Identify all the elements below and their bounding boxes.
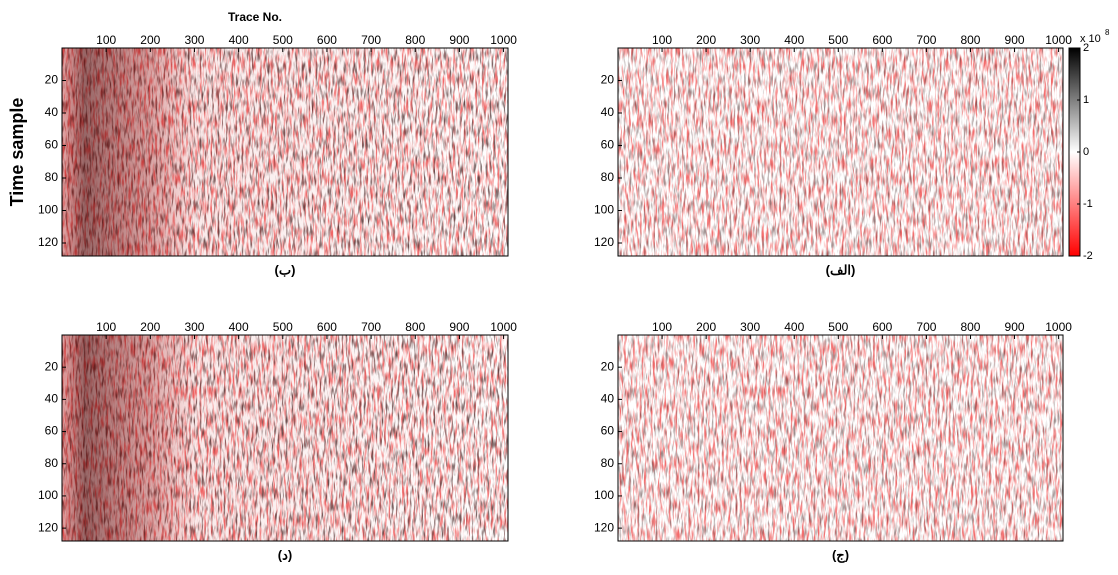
x-tick-label: 800 <box>960 320 980 334</box>
x-tick-label: 800 <box>405 33 425 47</box>
x-tick-label: 700 <box>916 33 936 47</box>
x-tick-label: 100 <box>652 320 672 334</box>
x-tick-label: 200 <box>696 320 716 334</box>
axes-frame <box>617 334 1064 542</box>
y-tick-label: 100 <box>38 203 58 217</box>
colorbar-tick-label: -1 <box>1083 198 1093 210</box>
x-tick-label: 200 <box>140 320 160 334</box>
x-tick-label: 800 <box>405 320 425 334</box>
colorbar-exponent: 8 <box>1105 28 1110 37</box>
panel-caption: (الف) <box>826 262 856 277</box>
y-tick-label: 40 <box>601 105 615 119</box>
y-tick-label: 40 <box>45 105 59 119</box>
axes-frame <box>61 334 509 542</box>
y-tick-label: 60 <box>601 424 615 438</box>
x-tick-label: 1000 <box>1045 33 1072 47</box>
seismic-black <box>618 48 1063 256</box>
x-tick-label: 100 <box>96 320 116 334</box>
x-tick-label: 200 <box>140 33 160 47</box>
y-axis-title: Time sample <box>7 98 27 207</box>
x-tick-label: 200 <box>696 33 716 47</box>
x-tick-label: 500 <box>828 33 848 47</box>
y-tick-label: 80 <box>601 170 615 184</box>
y-tick-label: 60 <box>601 138 615 152</box>
y-tick-label: 20 <box>45 359 59 373</box>
colorbar-tick-label: -2 <box>1083 250 1093 262</box>
x-tick-label: 700 <box>361 320 381 334</box>
x-tick-label: 600 <box>317 33 337 47</box>
x-tick-label: 100 <box>96 33 116 47</box>
x-tick-label: 500 <box>273 320 293 334</box>
x-tick-label: 400 <box>784 320 804 334</box>
x-tick-label: 800 <box>960 33 980 47</box>
y-tick-label: 20 <box>601 359 615 373</box>
y-tick-label: 40 <box>601 392 615 406</box>
x-tick-label: 900 <box>1005 33 1025 47</box>
x-tick-label: 300 <box>184 33 204 47</box>
y-tick-label: 80 <box>45 456 59 470</box>
x-tick-label: 1000 <box>490 320 517 334</box>
panel-caption: (ب) <box>275 262 296 277</box>
y-tick-label: 80 <box>601 456 615 470</box>
y-tick-label: 120 <box>38 235 58 249</box>
x-tick-label: 500 <box>273 33 293 47</box>
y-tick-label: 100 <box>594 203 614 217</box>
x-tick-label: 300 <box>740 320 760 334</box>
x-tick-label: 300 <box>184 320 204 334</box>
x-tick-label: 400 <box>784 33 804 47</box>
x-axis-title: Trace No. <box>228 10 282 24</box>
energy-band <box>62 48 508 256</box>
axes-frame <box>61 47 509 257</box>
y-tick-label: 60 <box>45 424 59 438</box>
x-tick-label: 900 <box>449 33 469 47</box>
x-tick-label: 600 <box>872 320 892 334</box>
x-tick-label: 400 <box>229 33 249 47</box>
y-tick-label: 100 <box>594 488 614 502</box>
y-tick-label: 20 <box>601 73 615 87</box>
y-tick-label: 20 <box>45 73 59 87</box>
y-tick-label: 40 <box>45 392 59 406</box>
y-tick-label: 120 <box>38 520 58 534</box>
y-tick-label: 120 <box>594 235 614 249</box>
panel-caption: (د) <box>278 547 292 562</box>
x-tick-label: 900 <box>449 320 469 334</box>
colorbar-scale: x 10 <box>1080 33 1101 45</box>
colorbar-tick-label: 0 <box>1083 146 1089 158</box>
y-tick-label: 100 <box>38 488 58 502</box>
x-tick-label: 100 <box>652 33 672 47</box>
colorbar-tick-label: 2 <box>1083 42 1089 54</box>
x-tick-label: 400 <box>229 320 249 334</box>
x-tick-label: 500 <box>828 320 848 334</box>
colorbar-tick-label: 1 <box>1083 94 1089 106</box>
x-tick-label: 1000 <box>1045 320 1072 334</box>
x-tick-label: 700 <box>361 33 381 47</box>
x-tick-label: 900 <box>1005 320 1025 334</box>
x-tick-label: 1000 <box>490 33 517 47</box>
x-tick-label: 700 <box>916 320 936 334</box>
panel-caption: (ج) <box>832 547 849 563</box>
x-tick-label: 600 <box>317 320 337 334</box>
y-tick-label: 120 <box>594 520 614 534</box>
axes-frame <box>617 47 1064 257</box>
y-tick-label: 80 <box>45 170 59 184</box>
x-tick-label: 600 <box>872 33 892 47</box>
x-tick-label: 300 <box>740 33 760 47</box>
seismic-black <box>618 335 1063 541</box>
energy-band <box>62 335 508 541</box>
y-tick-label: 60 <box>45 138 59 152</box>
